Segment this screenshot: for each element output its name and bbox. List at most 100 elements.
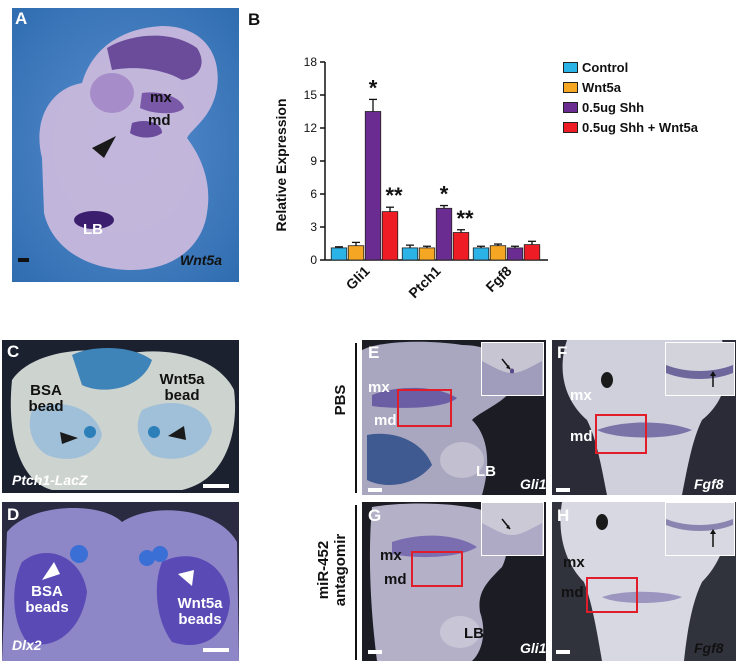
scale-bar [203, 648, 229, 652]
bar [489, 245, 507, 261]
ptch1-lacz-embryo-image [2, 340, 239, 493]
significance-marker: ** [385, 183, 403, 208]
label-mx: mx [380, 547, 402, 564]
row-divider-pbs [355, 343, 357, 493]
bar [347, 245, 365, 261]
scale-bar [556, 650, 570, 654]
bar [418, 247, 436, 261]
inset-image [482, 358, 542, 395]
significance-marker: ** [456, 206, 474, 231]
bead-label-bsa: BSA bead [28, 382, 64, 415]
legend-swatch [563, 62, 578, 73]
bar [472, 247, 490, 261]
x-tick-label: Gli1 [343, 263, 373, 293]
label-mx: mx [150, 89, 172, 106]
panel-c-image [2, 340, 239, 493]
bar [506, 247, 524, 261]
label-lb: LB [83, 221, 103, 238]
gene-label-fgf8: Fgf8 [694, 476, 724, 492]
bar [364, 111, 382, 261]
bar [452, 232, 470, 261]
y-tick-label: 6 [310, 187, 317, 201]
label-mx: mx [570, 387, 592, 404]
bead-label-wnt5a: Wnt5a beads [177, 595, 223, 628]
bar [330, 247, 348, 261]
panel-f-letter: F [557, 343, 568, 362]
panel-d-letter: D [7, 505, 20, 524]
highlight-box [397, 389, 452, 427]
scale-bar [18, 258, 29, 262]
y-tick-label: 15 [304, 88, 318, 102]
embryo-wnt5a-image [12, 8, 239, 282]
panel-b-letter: B [248, 10, 261, 29]
label-md: md [561, 584, 584, 601]
y-tick-label: 0 [310, 253, 317, 267]
legend-swatch [563, 82, 578, 93]
zoom-inset [481, 502, 544, 556]
label-md: md [384, 571, 407, 588]
zoom-inset [665, 502, 735, 556]
bar [381, 211, 399, 261]
panel-a-letter: A [15, 9, 28, 28]
scale-bar [368, 650, 382, 654]
dlx2-embryo-image [2, 502, 239, 661]
gene-label-wnt5a: Wnt5a [180, 252, 222, 268]
x-tick-label: Ptch1 [405, 263, 443, 301]
panel-e-image [362, 340, 546, 495]
legend-swatch [563, 122, 578, 133]
label-md: md [374, 412, 397, 429]
gene-label-gli1: Gli1 [520, 640, 547, 656]
gene-label-ptch1-lacz: Ptch1-LacZ [12, 472, 88, 488]
legend-item-shh-wnt5a: 0.5ug Shh + Wnt5a [563, 118, 698, 137]
row-label-antagomir-text: miR-452 antagomir [315, 533, 349, 607]
scale-bar [203, 484, 229, 488]
y-tick-label: 9 [310, 154, 317, 168]
zoom-inset [481, 342, 544, 396]
y-tick-label: 3 [310, 220, 317, 234]
zoom-inset [665, 342, 735, 396]
label-md: md [148, 112, 171, 129]
inset-image [482, 518, 542, 555]
gene-label-fgf8: Fgf8 [694, 640, 724, 656]
row-label-pbs: PBS [332, 384, 349, 416]
highlight-box [586, 577, 638, 613]
panel-g-letter: G [368, 506, 382, 525]
highlight-box [411, 551, 463, 587]
bead-label-wnt5a: Wnt5a bead [159, 371, 205, 404]
bar [401, 247, 419, 261]
gene-label-gli1: Gli1 [520, 476, 547, 492]
bar-group: *** *** [330, 75, 541, 261]
label-mx: mx [563, 554, 585, 571]
panel-e-letter: E [368, 343, 380, 362]
label-lb: LB [464, 625, 484, 642]
y-tick-label: 18 [304, 55, 318, 69]
bead-label-bsa: BSA beads [25, 583, 69, 616]
panel-d-image [2, 502, 239, 661]
panel-c-letter: C [7, 342, 20, 361]
row-divider-antagomir [355, 505, 357, 660]
legend-item-wnt5a: Wnt5a [563, 78, 698, 97]
highlight-box [595, 414, 647, 454]
y-axis-label: Relative Expression [273, 98, 289, 231]
inset-image [666, 519, 733, 547]
inset-image [666, 365, 733, 387]
label-lb: LB [476, 463, 496, 480]
gene-label-dlx2: Dlx2 [12, 637, 42, 653]
chart-legend: Control Wnt5a 0.5ug Shh 0.5ug Shh + Wnt5… [563, 58, 698, 138]
significance-marker: * [369, 75, 378, 100]
label-mx: mx [368, 379, 390, 396]
row-label-antagomir: miR-452 antagomir [315, 510, 349, 630]
y-axis: 0 3 6 9 12 15 18 [304, 55, 548, 267]
label-md: md [570, 428, 593, 445]
bar [435, 207, 453, 261]
scale-bar [368, 488, 382, 492]
scale-bar [556, 488, 570, 492]
legend-swatch [563, 102, 578, 113]
legend-item-shh: 0.5ug Shh [563, 98, 698, 117]
y-tick-label: 12 [304, 121, 318, 135]
gli1-pbs-embryo-image [362, 340, 546, 495]
panel-a-image [12, 8, 239, 282]
legend-item-control: Control [563, 58, 698, 77]
x-axis: Gli1 Ptch1 Fgf8 [343, 263, 515, 301]
